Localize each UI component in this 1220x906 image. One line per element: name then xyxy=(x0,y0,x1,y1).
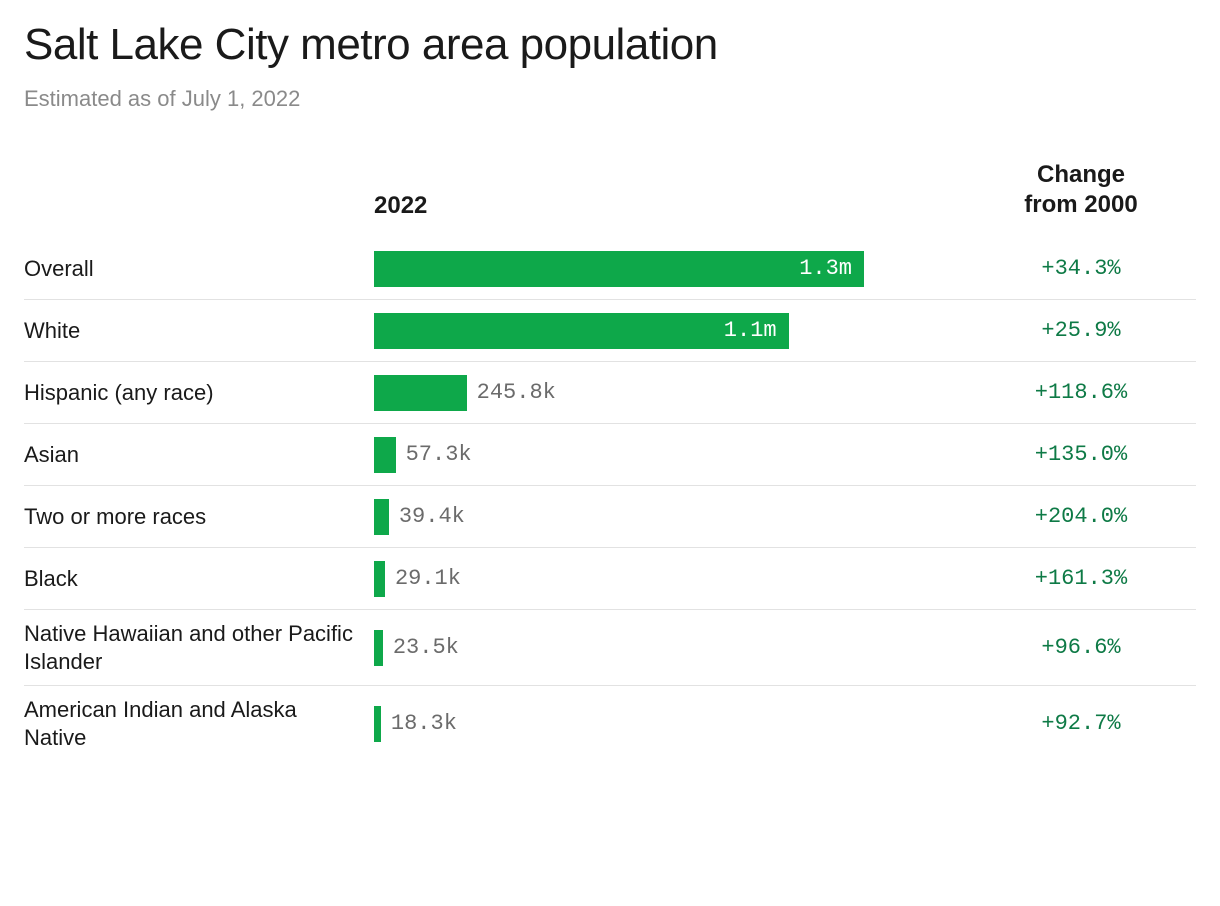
chart-title: Salt Lake City metro area population xyxy=(24,20,1196,70)
change-value: +204.0% xyxy=(966,504,1196,529)
bar xyxy=(374,630,383,666)
header-change: Change from 2000 xyxy=(966,160,1196,220)
bar xyxy=(374,375,467,411)
row-label: Native Hawaiian and other Pacific Island… xyxy=(24,620,374,675)
table-row: White 1.1m +25.9% xyxy=(24,300,1196,362)
table-row: Black 29.1k +161.3% xyxy=(24,548,1196,610)
header-change-line1: Change xyxy=(966,160,1196,190)
bar-area: 29.1k xyxy=(374,561,966,597)
chart-subtitle: Estimated as of July 1, 2022 xyxy=(24,86,1196,112)
column-headers: 2022 Change from 2000 xyxy=(24,160,1196,238)
change-value: +118.6% xyxy=(966,380,1196,405)
row-label: American Indian and Alaska Native xyxy=(24,696,374,751)
bar-area: 23.5k xyxy=(374,630,966,666)
change-value: +25.9% xyxy=(966,318,1196,343)
row-label: Black xyxy=(24,565,374,593)
bar-value: 23.5k xyxy=(393,635,459,660)
row-label: Asian xyxy=(24,441,374,469)
bar-area: 245.8k xyxy=(374,375,966,411)
change-value: +135.0% xyxy=(966,442,1196,467)
change-value: +96.6% xyxy=(966,635,1196,660)
header-year: 2022 xyxy=(374,192,966,220)
bar-value: 18.3k xyxy=(391,711,457,736)
table-row: Two or more races 39.4k +204.0% xyxy=(24,486,1196,548)
bar: 1.1m xyxy=(374,313,789,349)
change-value: +92.7% xyxy=(966,711,1196,736)
header-change-line2: from 2000 xyxy=(966,190,1196,220)
row-label: Two or more races xyxy=(24,503,374,531)
bar-value: 1.3m xyxy=(799,256,852,281)
chart-container: Salt Lake City metro area population Est… xyxy=(0,0,1220,801)
table-row: Asian 57.3k +135.0% xyxy=(24,424,1196,486)
bar xyxy=(374,706,381,742)
table-row: Native Hawaiian and other Pacific Island… xyxy=(24,610,1196,686)
bar: 1.3m xyxy=(374,251,864,287)
bar-value: 39.4k xyxy=(399,504,465,529)
bar-value: 245.8k xyxy=(477,380,556,405)
table-row: Overall 1.3m +34.3% xyxy=(24,238,1196,300)
table-row: American Indian and Alaska Native 18.3k +9… xyxy=(24,686,1196,761)
bar-area: 1.1m xyxy=(374,313,966,349)
bar xyxy=(374,499,389,535)
change-value: +34.3% xyxy=(966,256,1196,281)
population-bar-chart: 2022 Change from 2000 Overall 1.3m +34.3% W… xyxy=(24,160,1196,761)
row-label: White xyxy=(24,317,374,345)
bar-value: 29.1k xyxy=(395,566,461,591)
table-row: Hispanic (any race) 245.8k +118.6% xyxy=(24,362,1196,424)
row-label: Overall xyxy=(24,255,374,283)
bar-value: 1.1m xyxy=(724,318,777,343)
bar xyxy=(374,561,385,597)
bar xyxy=(374,437,396,473)
bar-area: 39.4k xyxy=(374,499,966,535)
bar-value: 57.3k xyxy=(406,442,472,467)
bar-area: 1.3m xyxy=(374,251,966,287)
chart-rows: Overall 1.3m +34.3% White 1.1m +25.9% Hispanic… xyxy=(24,238,1196,761)
change-value: +161.3% xyxy=(966,566,1196,591)
bar-area: 18.3k xyxy=(374,706,966,742)
bar-area: 57.3k xyxy=(374,437,966,473)
row-label: Hispanic (any race) xyxy=(24,379,374,407)
header-year-label: 2022 xyxy=(374,192,427,219)
